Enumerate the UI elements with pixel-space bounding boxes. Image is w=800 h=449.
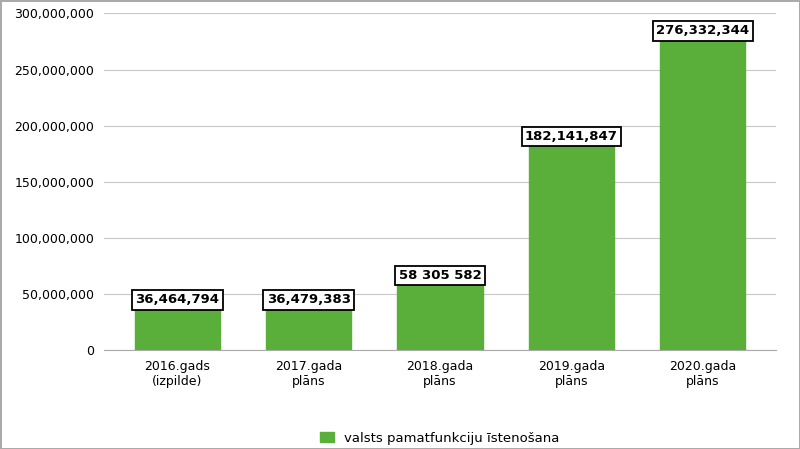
- Bar: [266, 309, 351, 350]
- Bar: [134, 309, 220, 350]
- Bar: [660, 40, 746, 350]
- Legend: valsts pamatfunkciju īstenošana: valsts pamatfunkciju īstenošana: [321, 431, 559, 445]
- Text: 36,479,383: 36,479,383: [266, 294, 350, 307]
- Text: 36,464,794: 36,464,794: [135, 294, 219, 307]
- Bar: [398, 285, 482, 350]
- Text: 182,141,847: 182,141,847: [525, 130, 618, 143]
- Text: 276,332,344: 276,332,344: [656, 24, 750, 37]
- Bar: [529, 146, 614, 350]
- Text: 58 305 582: 58 305 582: [398, 269, 482, 282]
